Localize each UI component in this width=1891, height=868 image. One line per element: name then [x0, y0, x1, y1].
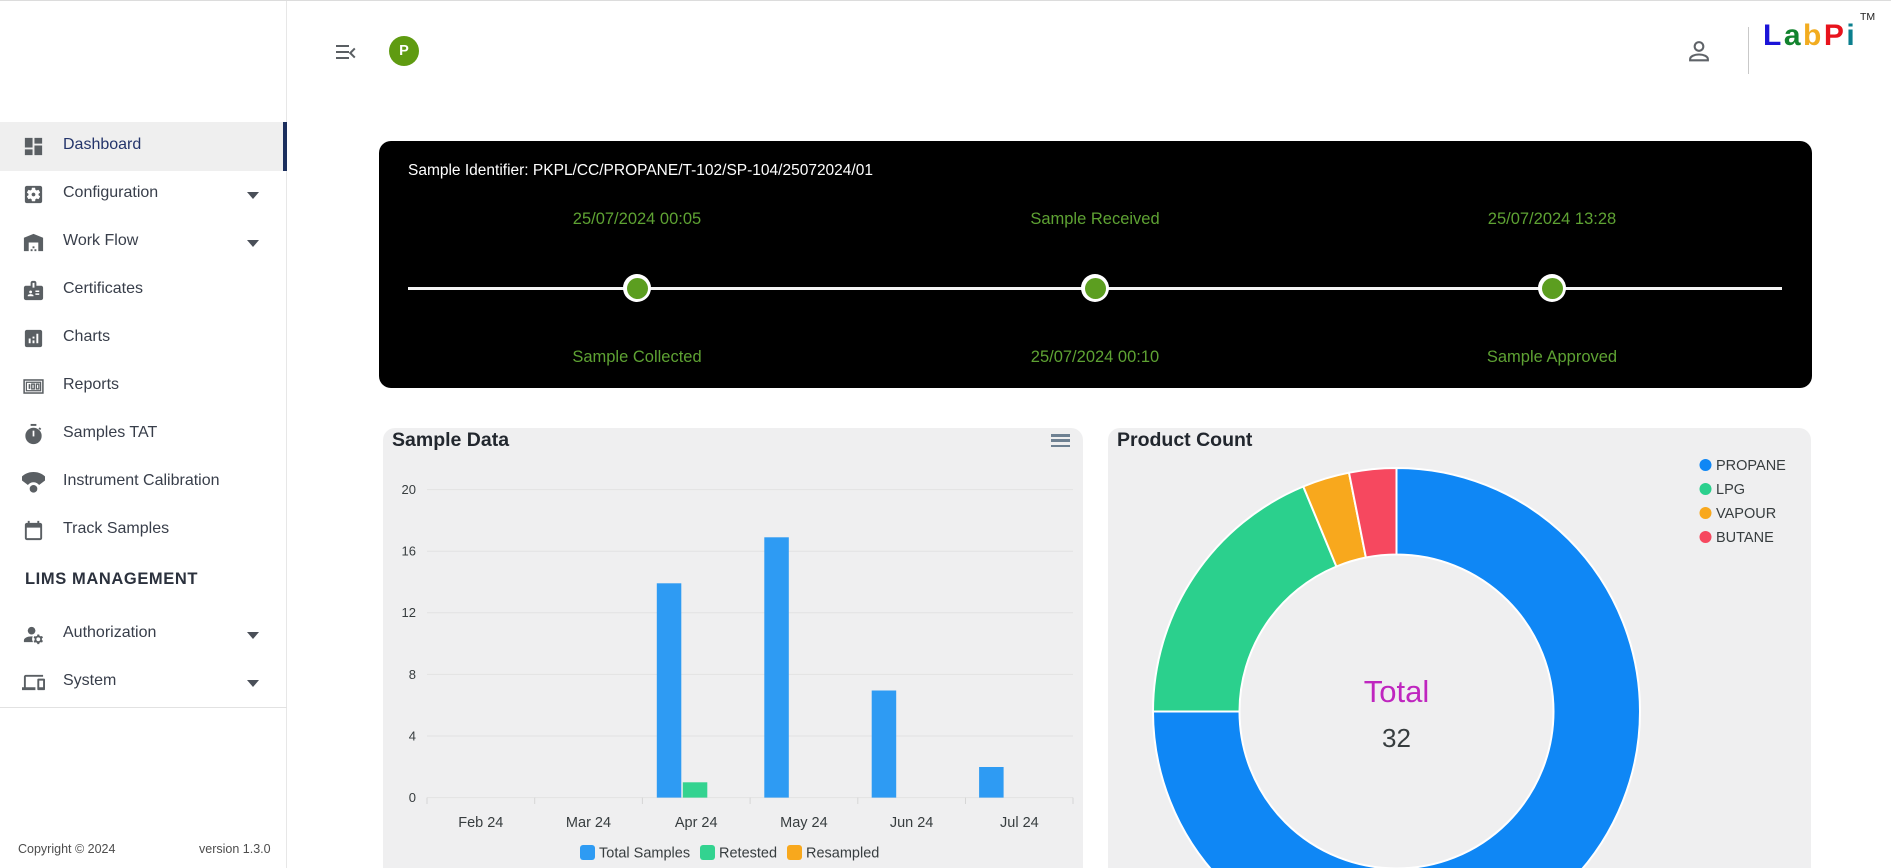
- svg-text:Mar 24: Mar 24: [566, 815, 611, 831]
- svg-text:Apr 24: Apr 24: [675, 815, 718, 831]
- svg-text:0: 0: [409, 790, 416, 805]
- svg-text:16: 16: [402, 544, 416, 559]
- svg-text:Jul 24: Jul 24: [1000, 815, 1039, 831]
- svg-text:Total: Total: [1364, 674, 1429, 709]
- svg-text:4: 4: [409, 728, 416, 743]
- svg-text:May 24: May 24: [780, 815, 828, 831]
- svg-text:LPG: LPG: [1716, 482, 1745, 498]
- svg-text:Jun 24: Jun 24: [890, 815, 934, 831]
- svg-text:12: 12: [402, 605, 416, 620]
- svg-text:20: 20: [402, 482, 416, 497]
- svg-text:BUTANE: BUTANE: [1716, 530, 1774, 546]
- svg-text:PROPANE: PROPANE: [1716, 458, 1786, 474]
- svg-text:Retested: Retested: [719, 846, 777, 862]
- svg-text:32: 32: [1382, 723, 1411, 753]
- svg-text:Total Samples: Total Samples: [599, 846, 690, 862]
- svg-text:VAPOUR: VAPOUR: [1716, 506, 1776, 522]
- svg-text:Resampled: Resampled: [806, 846, 879, 862]
- svg-text:Feb 24: Feb 24: [458, 815, 503, 831]
- svg-text:8: 8: [409, 667, 416, 682]
